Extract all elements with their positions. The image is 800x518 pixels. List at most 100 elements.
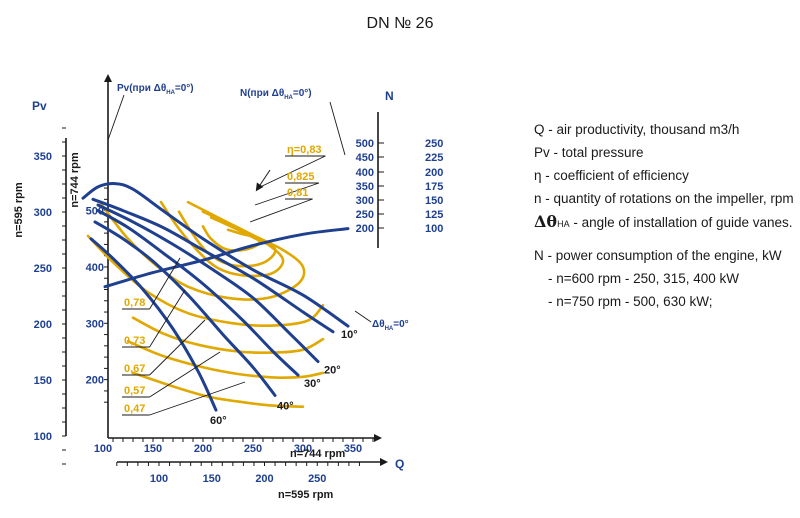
pressure-curve-10deg (91, 197, 335, 334)
angle-label-30deg: 30° (304, 378, 321, 390)
pressure-curve-40deg (93, 220, 277, 397)
pressure-curve-30deg (96, 209, 300, 377)
power-curve-line (103, 227, 350, 289)
efficiency-curve-0-47 (131, 371, 305, 408)
pv-744-label: 200 (86, 375, 104, 387)
pressure-curve-0deg (81, 182, 350, 328)
legend-eta: η - coefficient of efficiency (534, 168, 689, 183)
efficiency-leader (257, 155, 326, 189)
pv-744-label: 500 (86, 206, 104, 218)
efficiency-label-0-78: 0,78 (124, 297, 145, 309)
n-outer-label: 225 (425, 152, 443, 164)
efficiency-label-0-47: 0,47 (124, 403, 145, 415)
pv-595-label: 350 (34, 151, 52, 163)
n-inner-label: 250 (356, 209, 374, 221)
efficiency-labels: η=0,83 0,825 0,81 0,78 0,73 0,67 0,57 0,47 (122, 144, 326, 416)
angle-labels: 10° 20°30° 40° 60° (210, 329, 358, 427)
q-595-label: 150 (203, 473, 221, 485)
legend-theta: ΔθНА - angle of installation of guide va… (534, 210, 794, 236)
efficiency-leader (249, 198, 313, 223)
n-curve-leader (329, 101, 346, 156)
power-curve (103, 227, 350, 289)
legend-n: n - quantity of rotations on the impelle… (534, 191, 794, 206)
angle-label-40deg: 40° (277, 400, 294, 412)
q-744-label: 250 (244, 443, 262, 455)
efficiency-curve-0-825 (177, 210, 277, 268)
pressure-curve-60deg (89, 237, 218, 412)
q-595-label: 250 (308, 473, 326, 485)
pv-curve-leader (107, 94, 125, 141)
legend-theta-symbol: Δθ (534, 212, 558, 231)
pressure-curves (81, 182, 350, 412)
efficiency-leader (149, 257, 181, 310)
q-744-label: 200 (194, 443, 212, 455)
n-inner-label: 400 (356, 167, 374, 179)
legend-theta-sub: НА (557, 219, 570, 229)
efficiency-leader (149, 319, 206, 376)
n-outer-label: 150 (425, 195, 443, 207)
n-outer-label: 250 (425, 138, 443, 150)
n-outer-label: 125 (425, 209, 443, 221)
q-744-ticks: 100 150 200 250 300 350 (94, 438, 374, 455)
q-744-rpm-label: n=744 rpm (290, 448, 346, 460)
pv-595-ticks: 100 150 200 250 300 350 (34, 127, 66, 465)
legend-power: N - power consumption of the engine, kW (534, 248, 782, 263)
n-outer-label: 175 (425, 181, 443, 193)
pressure-curve-20deg (96, 203, 320, 364)
chart-title: DN № 26 (367, 15, 434, 32)
efficiency-arrow (255, 169, 271, 192)
efficiency-leader (254, 182, 320, 206)
pv-744-label: 400 (86, 262, 104, 274)
pv-595-rpm-label: n=595 rpm (13, 182, 25, 238)
q-744-label: 150 (144, 443, 162, 455)
pv-595-label: 250 (34, 263, 52, 275)
n-inner-label: 500 (356, 138, 374, 150)
n-inner-label: 450 (356, 152, 374, 164)
q-595-label: 100 (150, 473, 168, 485)
q-744-label: 300 (294, 443, 312, 455)
angle-label-20deg: 20° (324, 365, 341, 377)
q-595-ticks: 100 150 200 250 (116, 462, 360, 485)
pv-595-label: 300 (34, 207, 52, 219)
n-axis-title: N (385, 89, 394, 103)
angle-label-10deg: 10° (341, 329, 358, 341)
efficiency-label-0-67: 0,67 (124, 363, 145, 375)
n-curve-label: N(при ΔθНА=0°) (240, 88, 312, 101)
q-595-rpm-label: n=595 rpm (278, 489, 334, 501)
pv-595-label: 200 (34, 319, 52, 331)
q-744-label: 100 (94, 443, 112, 455)
legend-theta-text: - angle of installation of guide vanes. (569, 215, 793, 230)
efficiency-label-0-73: 0,73 (124, 335, 145, 347)
pv-744-label: 300 (86, 318, 104, 330)
pv-595-label: 150 (34, 375, 52, 387)
efficiency-label-0-81: 0,81 (287, 187, 308, 199)
efficiency-label-0-825: 0,825 (287, 171, 315, 183)
q-744-label: 350 (344, 443, 362, 455)
n-outer-label: 200 (425, 167, 443, 179)
efficiency-label-0-57: 0,57 (124, 385, 145, 397)
dtheta-zero-leader (354, 310, 372, 323)
legend-pv: Pv - total pressure (534, 145, 644, 160)
legend-power-600: - n=600 rpm - 250, 315, 400 kW (548, 271, 739, 286)
pv-595-label: 100 (34, 431, 52, 443)
angle-label-60deg: 60° (210, 415, 227, 427)
pv-744-rpm-label: n=744 rpm (69, 152, 81, 208)
pv-axis-title: Pv (32, 99, 47, 113)
efficiency-leader (149, 351, 221, 398)
n-inner-label: 350 (356, 181, 374, 193)
pv-curve-label: Pv(при ΔθНА=0°) (117, 83, 194, 96)
legend-q: Q - air productivity, thousand m3/h (534, 122, 740, 137)
n-inner-label: 200 (356, 223, 374, 235)
q-595-label: 200 (255, 473, 273, 485)
efficiency-curve-0-83 (201, 225, 261, 252)
legend-power-750: - n=750 rpm - 500, 630 kW; (548, 294, 713, 309)
pv-744-ticks: 200 300 400 500 (86, 187, 108, 403)
n-inner-label: 300 (356, 195, 374, 207)
n-ticks: 500 450 400 350 300 250 200 250 225 200 175 150 125 1… (356, 138, 444, 235)
q-axis-title: Q (395, 457, 404, 471)
dtheta-zero-label: ΔθНА=0° (372, 319, 409, 332)
n-outer-label: 100 (425, 223, 443, 235)
efficiency-leader (149, 381, 246, 416)
efficiency-curve-0-57 (126, 340, 325, 379)
